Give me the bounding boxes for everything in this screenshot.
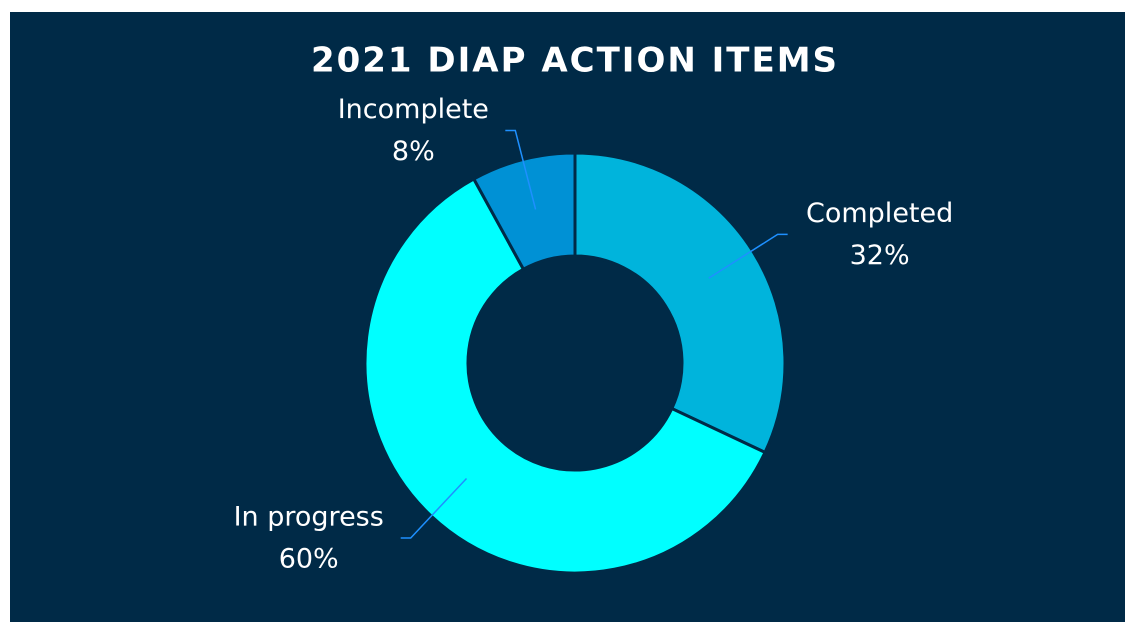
leader-line <box>505 129 537 210</box>
donut-slice <box>471 151 577 272</box>
slice-label: Incomplete <box>338 94 489 125</box>
leader-line <box>400 478 468 539</box>
slice-value-label: 32% <box>850 240 910 271</box>
slice-label: In progress <box>234 501 384 532</box>
slice-value-label: 8% <box>392 136 435 167</box>
donut-slice <box>363 176 768 575</box>
slice-value-label: 60% <box>279 543 339 574</box>
donut-slice <box>573 151 787 455</box>
slice-label: Completed <box>806 198 953 229</box>
chart-title: 2021 DIAP ACTION ITEMS <box>311 41 839 81</box>
leader-line <box>708 233 788 279</box>
